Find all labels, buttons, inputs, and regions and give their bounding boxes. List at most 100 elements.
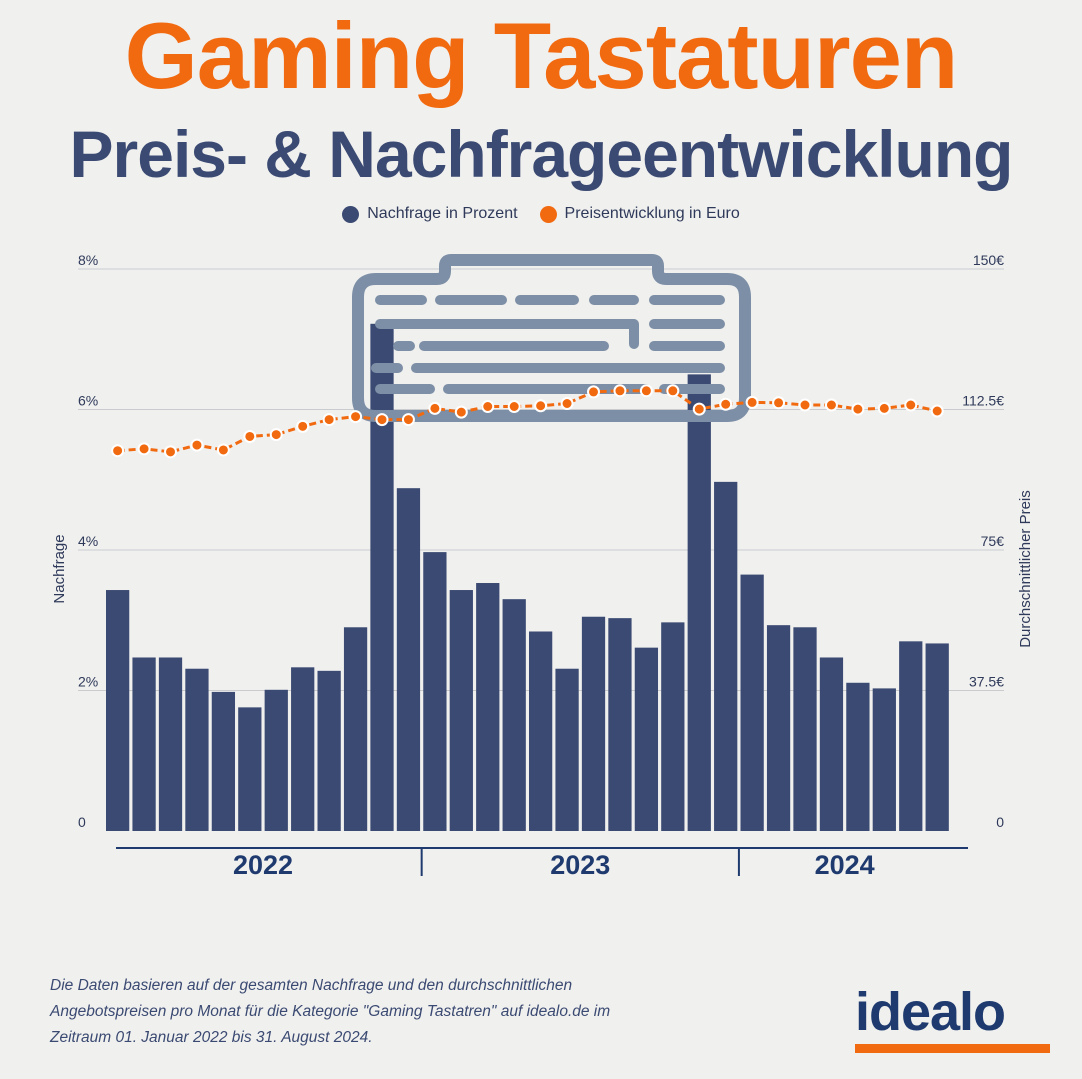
y2-axis-label: Durchschnittlicher Preis <box>1017 490 1034 648</box>
price-point <box>481 400 495 414</box>
price-point <box>375 413 389 427</box>
demand-bar <box>211 691 236 831</box>
demand-bar <box>925 643 949 831</box>
demand-bar <box>714 481 738 831</box>
price-point <box>745 395 759 409</box>
price-point <box>243 429 257 443</box>
right-tick-label: 150€ <box>973 252 1004 268</box>
year-label: 2022 <box>233 850 293 880</box>
logo-underline <box>855 1044 1050 1053</box>
year-label: 2023 <box>550 850 610 880</box>
left-tick-label: 2% <box>78 674 98 690</box>
bar-series-demand <box>106 323 949 831</box>
price-point <box>930 404 944 418</box>
demand-bar <box>687 374 711 831</box>
demand-bar <box>476 583 500 831</box>
price-point <box>772 396 786 410</box>
price-point <box>851 402 865 416</box>
left-tick-label: 6% <box>78 393 98 409</box>
legend-item-demand: Nachfrage in Prozent <box>342 205 518 223</box>
price-point <box>164 445 178 459</box>
price-point <box>666 384 680 398</box>
price-point <box>216 443 230 457</box>
price-point <box>190 438 204 452</box>
demand-bar <box>132 657 156 831</box>
y-axis-label: Nachfrage <box>51 534 68 603</box>
price-point <box>137 442 151 456</box>
price-point <box>534 399 548 413</box>
price-point <box>587 385 601 399</box>
legend-label-demand: Nachfrage in Prozent <box>367 205 518 222</box>
year-label: 2024 <box>815 850 875 880</box>
demand-bar <box>846 682 870 831</box>
price-point <box>560 397 574 411</box>
demand-bar <box>766 625 791 831</box>
price-point <box>269 428 283 442</box>
demand-bar <box>264 689 288 831</box>
price-point <box>296 419 310 433</box>
demand-bar <box>370 323 394 831</box>
price-point <box>904 398 918 412</box>
demand-bar <box>502 599 526 831</box>
price-point <box>824 398 838 412</box>
price-point <box>613 384 627 398</box>
demand-bar <box>661 622 685 831</box>
right-tick-label: 75€ <box>981 533 1005 549</box>
right-tick-label: 0 <box>996 814 1004 830</box>
demand-bar <box>740 574 764 831</box>
demand-bar <box>423 552 447 831</box>
price-line <box>117 389 938 454</box>
demand-bar <box>819 657 844 831</box>
price-point <box>877 401 891 415</box>
price-point <box>401 413 415 427</box>
left-tick-label: 0 <box>78 814 86 830</box>
idealo-logo: idealo <box>855 982 1055 1053</box>
demand-bar <box>343 627 368 831</box>
demand-bar <box>238 707 262 831</box>
price-point <box>692 402 706 416</box>
chart-title: Gaming Tastaturen <box>124 3 959 108</box>
demand-bar <box>529 631 553 831</box>
keyboard-icon <box>352 254 751 422</box>
footnote: Die Daten basieren auf der gesamten Nach… <box>50 977 611 1046</box>
demand-bar <box>185 668 209 831</box>
price-point <box>111 444 125 458</box>
price-point <box>639 384 653 398</box>
price-point <box>428 401 442 415</box>
price-point <box>349 410 363 424</box>
logo-text: idealo <box>855 982 1006 1042</box>
demand-bar <box>581 616 606 831</box>
demand-bar <box>158 657 183 831</box>
demand-bar <box>872 688 896 831</box>
demand-bar <box>555 668 579 831</box>
left-tick-label: 8% <box>78 252 98 268</box>
gridlines <box>78 268 1004 691</box>
left-axis-ticks: 0 2% 4% 6% 8% <box>78 252 98 830</box>
x-axis: 2022 2023 2024 <box>116 847 968 880</box>
right-tick-label: 37.5€ <box>969 674 1004 690</box>
demand-bar <box>449 590 473 831</box>
chart-subtitle: Preis- & Nachfrageentwicklung <box>69 117 1014 191</box>
price-point <box>719 397 733 411</box>
demand-bar <box>899 641 923 831</box>
price-point <box>507 400 521 414</box>
demand-bar <box>634 647 659 831</box>
line-series-price <box>111 384 944 459</box>
price-point <box>454 405 468 419</box>
legend-dot-price <box>539 205 557 223</box>
legend-dot-demand <box>342 205 360 223</box>
legend-item-price: Preisentwicklung in Euro <box>539 205 740 223</box>
price-point <box>322 413 336 427</box>
demand-bar <box>396 488 421 831</box>
chart-legend: Nachfrage in Prozent Preisentwicklung in… <box>0 205 1082 223</box>
price-point <box>798 398 812 412</box>
demand-bar <box>608 618 632 831</box>
demand-bar <box>291 667 315 831</box>
demand-bar <box>793 627 817 831</box>
demand-bar <box>106 590 130 831</box>
right-axis-ticks: 0 37.5€ 75€ 112.5€ 150€ <box>962 252 1004 830</box>
legend-label-price: Preisentwicklung in Euro <box>564 205 740 222</box>
right-tick-label: 112.5€ <box>962 393 1004 409</box>
demand-bar <box>317 670 341 831</box>
